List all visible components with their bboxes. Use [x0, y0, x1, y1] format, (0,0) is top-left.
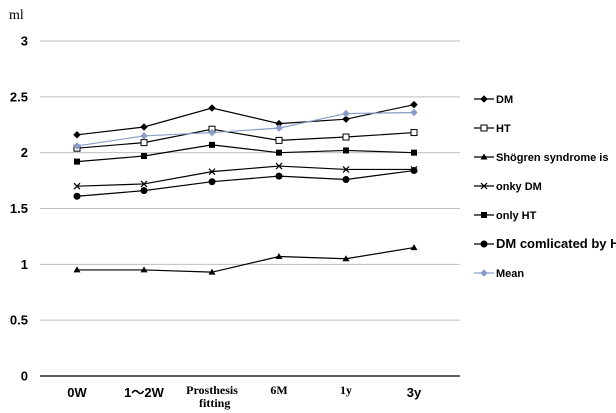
data-point [208, 168, 216, 176]
legend-marker [480, 124, 488, 132]
y-tick-label: 0 [21, 369, 28, 384]
legend-marker [480, 269, 488, 277]
data-point [208, 178, 216, 186]
series-line [76, 128, 415, 149]
data-point [411, 149, 417, 156]
legend-marker [480, 240, 488, 248]
data-point [343, 147, 349, 154]
series-mean [73, 108, 418, 150]
x-tick-label: 0W [67, 385, 87, 400]
series-only-ht [74, 141, 417, 165]
data-point [342, 133, 350, 141]
legend-label: DM comlicated by HT [496, 236, 616, 251]
data-point [342, 175, 350, 183]
data-point [275, 172, 283, 180]
legend: DM HT Shögren syndrome is onky DM only HT DM … [474, 94, 616, 280]
data-point [73, 182, 81, 190]
legend-label: Shögren syndrome is [496, 152, 608, 164]
series-line [76, 165, 414, 187]
data-point [73, 130, 81, 139]
legend-marker [481, 212, 487, 218]
series-dm-comlicated-by-ht [73, 167, 418, 200]
legend-label: only HT [496, 210, 537, 222]
data-point [140, 139, 148, 147]
data-point [208, 104, 216, 112]
data-point [140, 266, 148, 273]
y-tick-label: 0.5 [10, 313, 28, 328]
series-line [76, 111, 415, 147]
gridlines [40, 40, 460, 377]
legend-item: DM [474, 94, 513, 106]
legend-item: DM comlicated by HT [474, 236, 616, 251]
data-point [208, 268, 216, 275]
x-tick-label: 1y [340, 383, 352, 397]
data-point [342, 109, 350, 118]
y-tick-label: 3 [21, 34, 28, 49]
legend-item: Shögren syndrome is [474, 152, 608, 164]
data-point [140, 187, 148, 195]
series-onky-dm [73, 162, 418, 190]
x-tick-label: Prosthesis [186, 383, 238, 397]
legend-item: only HT [474, 210, 537, 222]
data-point [276, 149, 282, 156]
y-tick-label: 2 [21, 145, 28, 160]
legend-item: Mean [474, 268, 524, 280]
series-sh-gren-syndrome-is [73, 244, 418, 275]
y-tick-label: 2.5 [10, 89, 28, 104]
data-point [342, 255, 350, 262]
y-tick-label: 1.5 [10, 201, 28, 216]
data-point [342, 115, 350, 124]
data-point [275, 253, 283, 260]
series-dm [73, 100, 418, 139]
data-point [410, 129, 418, 137]
data-point [410, 108, 418, 117]
x-tick-label: 1～2W [124, 385, 164, 400]
data-point [342, 165, 350, 173]
series-line [76, 169, 415, 197]
data-point [74, 158, 80, 165]
legend-label: Mean [496, 268, 524, 280]
data-point [275, 162, 283, 170]
series-line [76, 104, 415, 136]
legend-marker [480, 153, 488, 160]
legend-label: HT [496, 123, 511, 135]
x-tick-label: 3y [407, 385, 422, 400]
series-line [76, 144, 415, 163]
legend-label: DM [496, 94, 513, 106]
data-point [140, 180, 148, 188]
legend-label: onky DM [496, 181, 542, 193]
legend-marker [480, 95, 488, 103]
legend-marker [480, 182, 488, 190]
data-point [208, 128, 216, 137]
x-tick-label: 6M [270, 383, 287, 397]
data-point [73, 192, 81, 200]
data-series [73, 100, 418, 275]
legend-item: HT [474, 123, 511, 135]
y-tick-label: 1 [21, 257, 28, 272]
data-point [140, 132, 148, 140]
data-point [73, 142, 81, 150]
data-point [410, 100, 418, 109]
data-point [141, 153, 147, 160]
data-point [73, 266, 81, 273]
series-line [77, 246, 415, 273]
data-point [209, 141, 215, 148]
data-point [410, 244, 418, 251]
legend-item: onky DM [474, 181, 542, 193]
data-point [275, 124, 283, 132]
data-point [410, 167, 418, 175]
y-axis-ticks: 0 0.5 1 1.5 2 2.5 3 [10, 34, 28, 384]
data-point [140, 123, 148, 131]
y-axis-unit-label: ml [9, 8, 24, 23]
x-tick-label: fitting [199, 396, 230, 410]
data-point [275, 136, 283, 144]
